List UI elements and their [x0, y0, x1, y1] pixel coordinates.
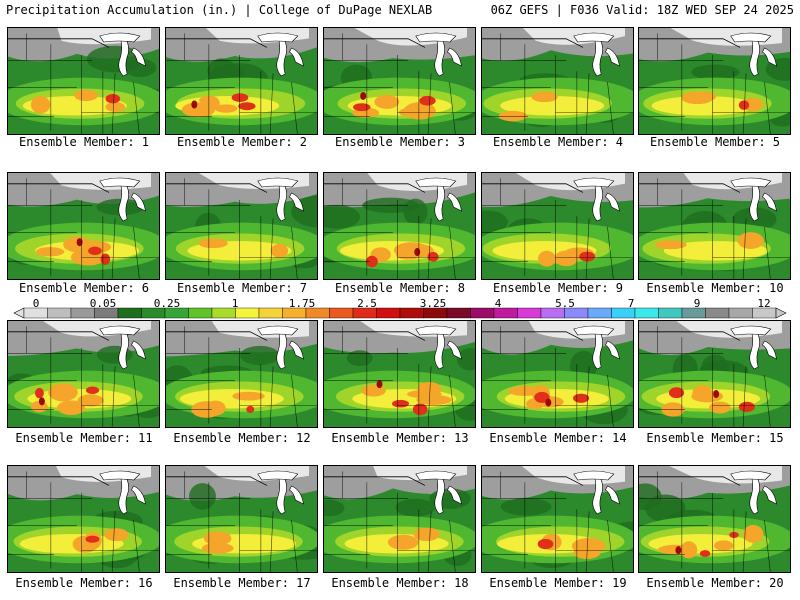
member-label-17: Ensemble Member: 17	[173, 576, 311, 590]
member-label-12: Ensemble Member: 12	[173, 431, 311, 445]
member-label-6: Ensemble Member: 6	[18, 281, 150, 295]
member-map-13	[323, 320, 476, 428]
member-label-14: Ensemble Member: 14	[489, 431, 627, 445]
member-map-4	[481, 27, 634, 135]
colorbar-tick-label: 0.25	[153, 297, 181, 310]
member-label-19: Ensemble Member: 19	[489, 576, 627, 590]
member-label-9: Ensemble Member: 9	[492, 281, 624, 295]
member-map-3	[323, 27, 476, 135]
member-map-6	[7, 172, 160, 280]
colorbar-tick-label: 2.5	[357, 297, 377, 310]
colorbar-swatch	[235, 307, 260, 319]
colorbar-swatch	[376, 307, 401, 319]
colorbar-swatch	[117, 307, 142, 319]
member-map-11	[7, 320, 160, 428]
member-label-8: Ensemble Member: 8	[334, 281, 466, 295]
colorbar-tick-label: 0	[32, 297, 40, 310]
model-valid-time: 06Z GEFS | F036 Valid: 18Z WED SEP 24 20…	[490, 3, 794, 17]
member-label-4: Ensemble Member: 4	[492, 135, 624, 149]
colorbar-tick-label: 9	[693, 297, 701, 310]
member-map-17	[165, 465, 318, 573]
member-map-20	[638, 465, 791, 573]
colorbar-tick-label: 0.05	[89, 297, 117, 310]
member-label-3: Ensemble Member: 3	[334, 135, 466, 149]
colorbar-swatch	[705, 307, 730, 319]
colorbar-tick-label: 3.25	[419, 297, 447, 310]
member-label-20: Ensemble Member: 20	[646, 576, 784, 590]
member-map-2	[165, 27, 318, 135]
member-map-18	[323, 465, 476, 573]
member-label-5: Ensemble Member: 5	[649, 135, 781, 149]
colorbar-swatch	[47, 307, 72, 319]
colorbar-swatch	[329, 307, 354, 319]
member-label-16: Ensemble Member: 16	[15, 576, 153, 590]
member-map-15	[638, 320, 791, 428]
member-map-19	[481, 465, 634, 573]
colorbar-swatch	[728, 307, 753, 319]
colorbar-swatch	[258, 307, 283, 319]
colorbar-swatch	[188, 307, 213, 319]
member-map-12	[165, 320, 318, 428]
colorbar-tick-label: 12	[757, 297, 771, 310]
chart-title: Precipitation Accumulation (in.) | Colle…	[6, 3, 433, 17]
colorbar-max-arrow	[775, 307, 787, 319]
colorbar-tick-label: 1.75	[288, 297, 316, 310]
colorbar-min-arrow	[13, 307, 25, 319]
precipitation-colorbar	[13, 307, 787, 319]
member-map-14	[481, 320, 634, 428]
member-label-2: Ensemble Member: 2	[176, 135, 308, 149]
colorbar-tick-label: 7	[627, 297, 635, 310]
member-map-10	[638, 172, 791, 280]
member-map-7	[165, 172, 318, 280]
colorbar-swatch	[446, 307, 471, 319]
colorbar-swatch	[658, 307, 683, 319]
member-map-9	[481, 172, 634, 280]
member-label-10: Ensemble Member: 10	[646, 281, 784, 295]
member-map-16	[7, 465, 160, 573]
colorbar-swatch	[517, 307, 542, 319]
member-label-1: Ensemble Member: 1	[18, 135, 150, 149]
colorbar-swatch	[634, 307, 659, 319]
member-label-11: Ensemble Member: 11	[15, 431, 153, 445]
member-map-8	[323, 172, 476, 280]
colorbar-swatch	[470, 307, 495, 319]
colorbar-swatch	[587, 307, 612, 319]
colorbar-tick-label: 1	[231, 297, 239, 310]
member-label-15: Ensemble Member: 15	[646, 431, 784, 445]
member-label-18: Ensemble Member: 18	[331, 576, 469, 590]
member-map-1	[7, 27, 160, 135]
colorbar-tick-label: 4	[494, 297, 502, 310]
member-map-5	[638, 27, 791, 135]
member-label-13: Ensemble Member: 13	[331, 431, 469, 445]
colorbar-tick-label: 5.5	[555, 297, 575, 310]
member-label-7: Ensemble Member: 7	[176, 281, 308, 295]
